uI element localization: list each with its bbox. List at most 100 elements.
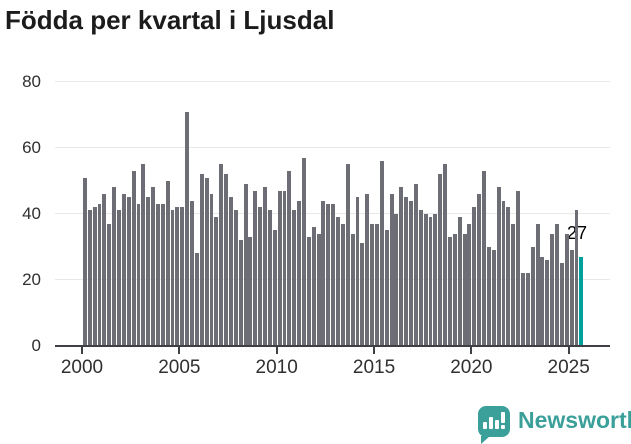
x-axis-tick-mark: [567, 346, 570, 354]
bar: [569, 249, 574, 346]
bar: [545, 259, 550, 346]
bar: [379, 161, 384, 346]
newsworthy-logo-icon: [478, 406, 510, 437]
bar: [360, 243, 365, 346]
bar: [121, 193, 126, 346]
bar: [559, 263, 564, 346]
bar: [448, 236, 452, 346]
gridline-y60: [55, 147, 610, 149]
bar: [355, 197, 360, 346]
bar: [292, 210, 297, 346]
bar: [370, 223, 375, 346]
bar: [214, 217, 219, 346]
bar: [272, 230, 277, 346]
bar: [97, 203, 102, 346]
bar: [462, 233, 467, 346]
bar: [277, 190, 282, 346]
bar: [511, 223, 516, 346]
bar: [267, 210, 272, 346]
bar: [170, 210, 175, 346]
bar: [83, 177, 87, 346]
bar: [336, 217, 340, 346]
bar: [321, 200, 326, 346]
bar: [229, 197, 233, 346]
bar: [136, 203, 141, 346]
bar: [486, 246, 491, 346]
chart-title: Födda per kvartal i Ljusdal: [5, 5, 335, 35]
bar: [506, 207, 511, 346]
bar: [190, 200, 194, 346]
bar: [350, 233, 355, 346]
bar: [151, 187, 156, 346]
bar: [365, 193, 370, 346]
bar: [482, 170, 486, 346]
logo-exclamation-icon: [501, 412, 505, 423]
bar: [375, 223, 379, 346]
bar: [516, 190, 521, 346]
bar: [521, 273, 525, 346]
bar: [452, 233, 457, 346]
x-axis-tick-mark: [178, 346, 181, 354]
bar: [156, 203, 160, 346]
bar: [433, 213, 438, 346]
bar: [238, 240, 243, 346]
bar: [131, 170, 136, 346]
bar: [112, 187, 117, 346]
bar: [418, 210, 423, 346]
x-axis-tick-label: 2005: [158, 357, 201, 378]
bar: [224, 174, 229, 346]
bar: [117, 210, 121, 346]
highlight-value-label: 27: [567, 223, 597, 244]
bar: [316, 233, 321, 346]
bar: [404, 197, 409, 346]
bar: [282, 190, 287, 346]
bar: [165, 180, 170, 346]
bar: [540, 256, 545, 346]
logo-bar-3-icon: [495, 420, 499, 429]
logo-bar-1-icon: [483, 422, 487, 429]
bar: [423, 213, 428, 346]
bar: [258, 207, 263, 346]
y-axis-tick-label: 60: [22, 138, 41, 158]
x-axis-tick-mark: [81, 346, 83, 354]
bar: [180, 207, 185, 346]
x-axis-tick-label: 2010: [255, 357, 298, 378]
bar: [491, 249, 496, 346]
bar: [345, 164, 350, 346]
bar: [555, 223, 559, 346]
newsworthy-logo: Newsworthy: [478, 406, 631, 444]
bar: [219, 164, 224, 346]
bar: [233, 210, 238, 346]
bar: [175, 207, 180, 346]
bar: [496, 187, 501, 346]
x-axis-line: [55, 344, 610, 347]
bar: [302, 157, 306, 346]
logo-bar-2-icon: [489, 417, 493, 429]
bar: [428, 217, 433, 346]
bar: [326, 203, 331, 346]
bar: [243, 184, 248, 346]
bar: [399, 187, 404, 346]
bar: [413, 184, 418, 346]
gridline-y80: [55, 81, 610, 83]
bar: [194, 253, 199, 346]
logo-exclamation-dot-icon: [501, 425, 505, 429]
bar: [185, 111, 190, 346]
logo-bubble-tail: [481, 436, 490, 444]
bar: [146, 197, 151, 346]
bar: [389, 193, 394, 346]
bar: [199, 174, 204, 346]
bar: [472, 207, 477, 346]
bar: [209, 193, 214, 346]
y-axis-tick-label: 0: [31, 336, 41, 355]
bar: [126, 197, 131, 346]
bar: [550, 233, 555, 346]
bar: [306, 236, 311, 346]
bar: [525, 273, 530, 346]
bar: [92, 207, 97, 346]
y-axis-tick-label: 80: [22, 72, 41, 92]
bar: [340, 223, 345, 346]
bar: [263, 187, 267, 346]
bar: [477, 193, 482, 346]
